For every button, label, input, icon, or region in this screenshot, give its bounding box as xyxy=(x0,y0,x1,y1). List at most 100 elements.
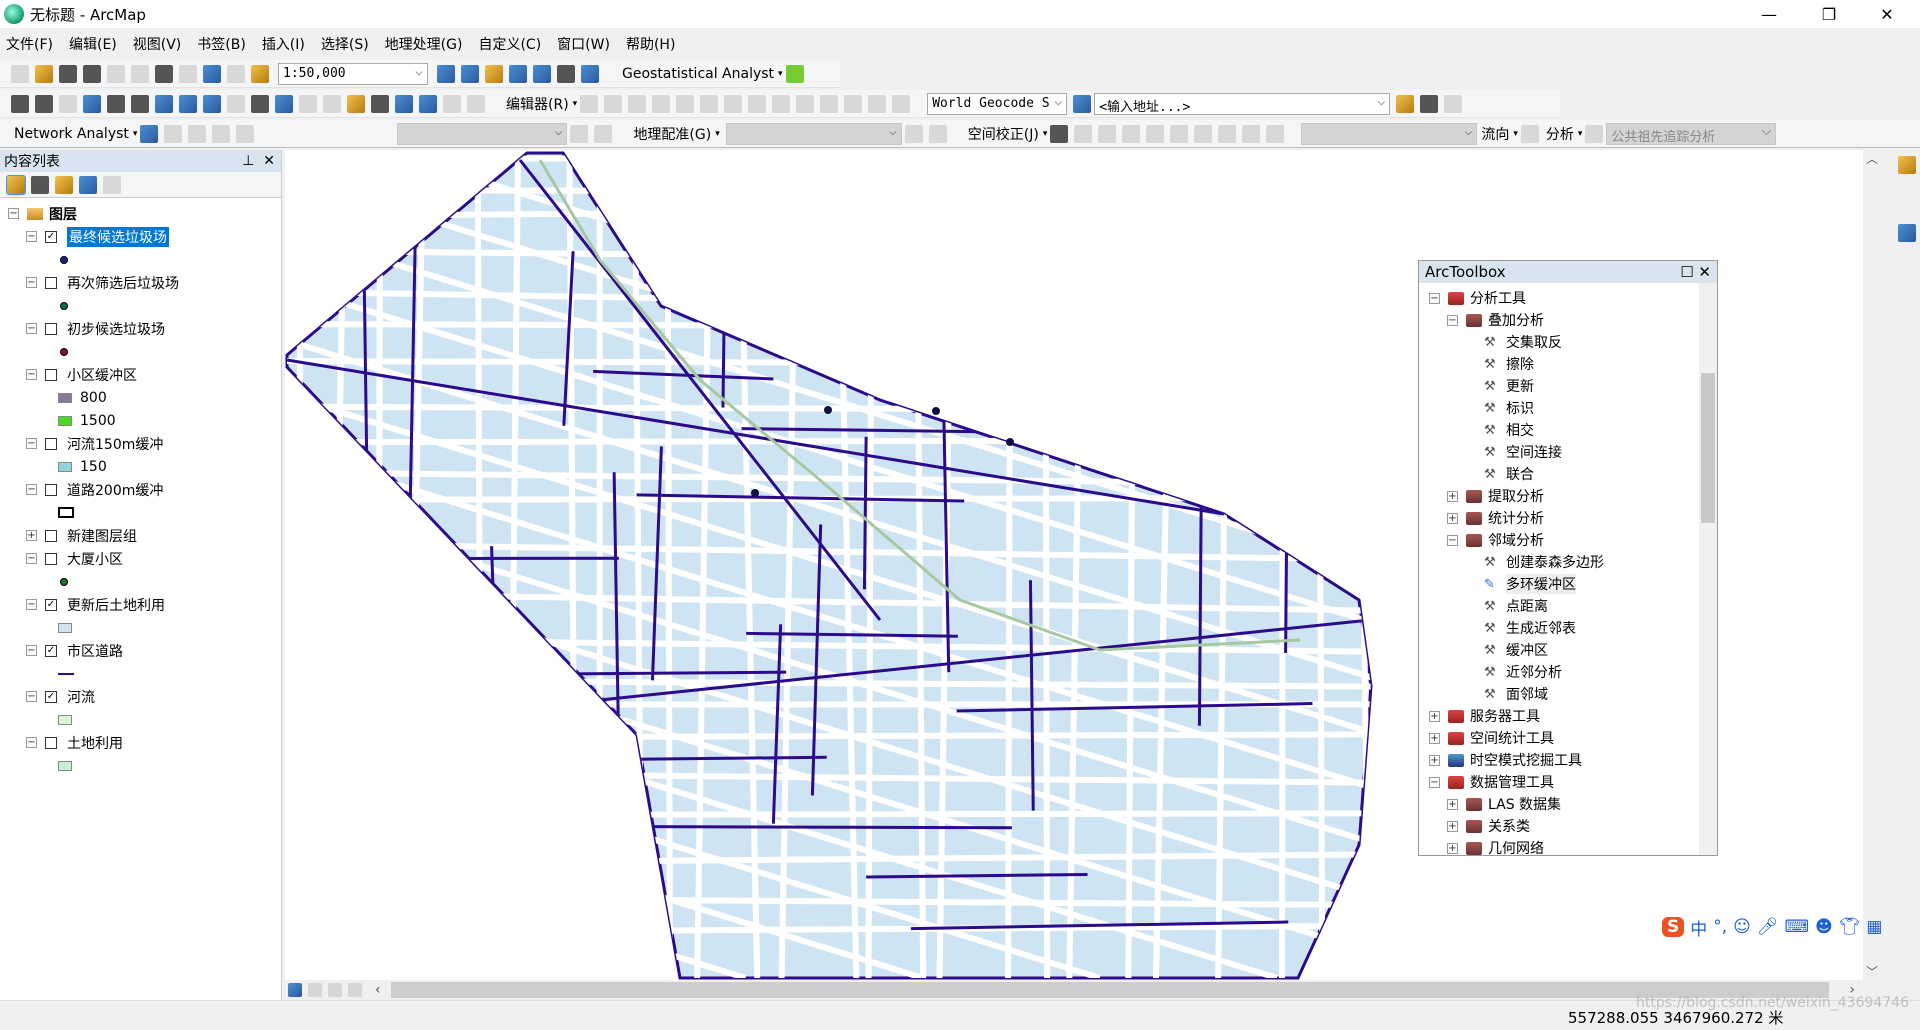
layer-name[interactable]: 初步候选垃圾场 xyxy=(67,321,165,338)
toolbox-item-label[interactable]: 标识 xyxy=(1506,401,1534,417)
collapse-icon[interactable]: − xyxy=(1447,534,1458,546)
layer-visibility-checkbox[interactable]: ✓ xyxy=(45,690,57,703)
toolbox-item[interactable]: ⚒ 近邻分析 xyxy=(1419,661,1699,683)
collapse-icon[interactable]: − xyxy=(26,553,37,564)
paste-icon[interactable] xyxy=(155,64,173,83)
cut-icon[interactable] xyxy=(107,64,125,83)
catalog-tab-icon[interactable] xyxy=(1898,156,1916,174)
keyboard-icon[interactable]: ⌨ xyxy=(1784,917,1810,937)
catalog-icon[interactable] xyxy=(485,64,503,83)
toolbox-item[interactable]: + 统计分析 xyxy=(1419,507,1699,529)
toc-layer[interactable]: + 新建图层组 xyxy=(0,524,281,547)
menu-item[interactable]: 编辑(E) xyxy=(68,37,117,53)
menu-item[interactable]: 书签(B) xyxy=(197,37,246,53)
map-horizontal-scrollbar[interactable]: ‹ › xyxy=(285,980,1863,1000)
scroll-right-icon[interactable]: › xyxy=(1849,982,1855,998)
layer-visibility-checkbox[interactable] xyxy=(45,552,57,565)
layout-view-icon[interactable] xyxy=(288,983,302,997)
copy-icon[interactable] xyxy=(131,64,149,83)
toolbox-item-label[interactable]: 关系类 xyxy=(1488,819,1530,835)
zoom-out-icon[interactable] xyxy=(35,94,53,113)
list-by-selection-icon[interactable] xyxy=(79,175,97,194)
collapse-icon[interactable]: − xyxy=(26,231,37,242)
toc-layer[interactable]: − ✓ 河流 xyxy=(0,685,281,708)
toolbox-item-label[interactable]: 时空模式挖掘工具 xyxy=(1470,753,1582,769)
toc-layer[interactable]: − 再次筛选后垃圾场 xyxy=(0,271,281,294)
restore-button[interactable]: ❐ xyxy=(1821,4,1837,24)
flow-direction-menu[interactable]: 流向 xyxy=(1481,126,1510,143)
editor-menu[interactable]: 编辑器(R) xyxy=(506,96,569,113)
georef-layer-select[interactable] xyxy=(725,122,902,145)
list-by-source-icon[interactable] xyxy=(31,175,49,194)
toolbox-item[interactable]: − 数据管理工具 xyxy=(1419,771,1699,793)
data-view-icon[interactable] xyxy=(308,983,322,997)
geostatistical-analyst-menu[interactable]: Geostatistical Analyst xyxy=(622,65,775,82)
collapse-icon[interactable]: − xyxy=(26,599,37,610)
fixed-zoom-in-icon[interactable] xyxy=(107,94,125,113)
layer-name[interactable]: 市区道路 xyxy=(67,643,123,660)
collapse-icon[interactable]: − xyxy=(26,438,37,449)
layer-visibility-checkbox[interactable] xyxy=(45,529,57,542)
arctoolbox-close-icon[interactable]: ✕ xyxy=(1698,263,1711,281)
print-icon[interactable] xyxy=(83,64,101,83)
toc-layer[interactable]: − ✓ 最终候选垃圾场 xyxy=(0,225,281,248)
toolbox-item[interactable]: ⚒ 擦除 xyxy=(1419,353,1699,375)
toolbox-item-label[interactable]: 数据管理工具 xyxy=(1470,775,1554,791)
layer-visibility-checkbox[interactable] xyxy=(45,736,57,749)
model-builder-icon[interactable] xyxy=(581,64,599,83)
toolbox-item[interactable]: + 服务器工具 xyxy=(1419,705,1699,727)
toolbox-item-label[interactable]: 提取分析 xyxy=(1488,489,1544,505)
toc-layer[interactable]: − ✓ 更新后土地利用 xyxy=(0,593,281,616)
delete-icon[interactable] xyxy=(179,64,197,83)
spatial-adjustment-menu[interactable]: 空间校正(J) xyxy=(967,126,1039,143)
pin-icon[interactable]: ⊥ xyxy=(242,153,255,169)
select-elements-icon[interactable] xyxy=(251,94,269,113)
minimize-button[interactable]: — xyxy=(1761,4,1777,24)
search-tab-icon[interactable] xyxy=(1898,224,1916,242)
list-by-visibility-icon[interactable] xyxy=(55,175,73,194)
search-window-icon[interactable] xyxy=(509,64,527,83)
fixed-zoom-out-icon[interactable] xyxy=(131,94,149,113)
expand-icon[interactable]: + xyxy=(1447,798,1458,810)
sogou-logo-icon[interactable]: S xyxy=(1662,917,1685,937)
list-by-drawing-order-icon[interactable] xyxy=(6,174,26,195)
scroll-thumb[interactable] xyxy=(390,982,1830,998)
layer-visibility-checkbox[interactable]: ✓ xyxy=(45,230,57,243)
toolbox-item[interactable]: + 时空模式挖掘工具 xyxy=(1419,749,1699,771)
collapse-icon[interactable]: − xyxy=(1429,776,1440,788)
toolbox-item[interactable]: ⚒ 联合 xyxy=(1419,463,1699,485)
layer-visibility-checkbox[interactable]: ✓ xyxy=(45,644,57,657)
toolbox-icon[interactable] xyxy=(533,64,551,83)
refresh-icon[interactable] xyxy=(328,983,342,997)
layer-name[interactable]: 道路200m缓冲 xyxy=(67,482,164,499)
layer-name[interactable]: 更新后土地利用 xyxy=(67,597,165,614)
toc-layer[interactable]: − 小区缓冲区 xyxy=(0,363,281,386)
expand-icon[interactable]: + xyxy=(1429,710,1440,722)
toolbox-item[interactable]: + LAS 数据集 xyxy=(1419,793,1699,815)
network-select[interactable] xyxy=(1301,122,1478,145)
toolbox-item[interactable]: ⚒ 标识 xyxy=(1419,397,1699,419)
pause-icon[interactable] xyxy=(348,983,362,997)
expand-icon[interactable]: + xyxy=(1429,732,1440,744)
collapse-icon[interactable]: − xyxy=(1447,314,1458,326)
layer-visibility-checkbox[interactable] xyxy=(45,483,57,496)
toc-layer[interactable]: − 大厦小区 xyxy=(0,547,281,570)
zoom-in-icon[interactable] xyxy=(11,94,29,113)
toolbox-item-label[interactable]: 邻域分析 xyxy=(1488,533,1544,549)
measure-icon[interactable] xyxy=(347,94,365,113)
georeferencing-menu[interactable]: 地理配准(G) xyxy=(633,126,712,143)
toolbox-item-label[interactable]: 服务器工具 xyxy=(1470,709,1540,725)
ime-language[interactable]: 中 xyxy=(1690,919,1708,940)
layer-visibility-checkbox[interactable]: ✓ xyxy=(45,598,57,611)
toolbox-item[interactable]: − 分析工具 xyxy=(1419,287,1699,309)
toolbox-item[interactable]: + 几何网络 xyxy=(1419,837,1699,855)
user-icon[interactable]: ☻ xyxy=(1815,917,1833,937)
toolbox-item-label[interactable]: 相交 xyxy=(1506,423,1534,439)
toc-layer[interactable]: − 初步候选垃圾场 xyxy=(0,317,281,340)
locate-icon[interactable] xyxy=(1396,94,1415,113)
back-extent-icon[interactable] xyxy=(155,94,173,113)
toolbox-scrollbar[interactable] xyxy=(1699,283,1717,855)
menu-item[interactable]: 窗口(W) xyxy=(557,37,610,53)
punctuation-icon[interactable]: °, xyxy=(1713,917,1728,937)
geostat-wizard-icon[interactable] xyxy=(785,64,804,83)
